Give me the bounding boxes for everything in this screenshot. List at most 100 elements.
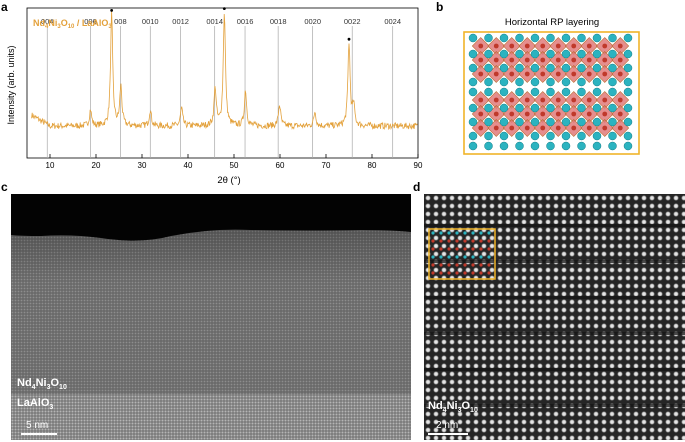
ni-atom [478,125,484,131]
nd-atom [468,33,478,43]
ni-atom [524,111,530,117]
x-axis-label: 2θ (°) [217,175,240,185]
ni-atom [617,111,623,117]
ni-atom [478,71,484,77]
structure-title: Horizontal RP layering [505,17,599,28]
nd-atom [499,87,509,97]
overlay-atom [463,255,467,259]
ni-atom [555,111,561,117]
ni-atom [478,111,484,117]
nd-atom [546,49,555,59]
rp-fault-band [424,224,685,227]
overlay-atom [487,263,491,267]
nd-atom [499,77,509,87]
overlay-atom [447,239,451,243]
xrd-curve-group [31,7,418,131]
nd-atom [468,63,478,73]
x-tick-label: 60 [276,161,285,170]
overlay-atom [447,263,451,267]
nd-atom [484,117,493,127]
overlay-atom [431,247,435,251]
ni-atom [571,43,577,49]
nd-atom [515,77,524,87]
ni-atom [493,71,499,77]
overlay-atom [487,271,491,275]
ni-atom [478,97,484,103]
reflection-label: 0020 [304,17,321,26]
structure-atoms [468,33,633,151]
stem-c-scalebar [21,433,57,435]
nd-atom [608,63,617,73]
ni-atom [602,43,608,49]
nd-atom [608,141,617,151]
ni-atom [493,43,499,49]
nd-atom [484,103,493,113]
nd-atom [484,49,493,59]
overlay-atom [463,263,467,267]
nd-atom [561,87,571,97]
ni-atom [555,125,561,131]
nd-atom [499,141,509,151]
overlay-atom [463,239,467,243]
nd-atom [623,103,633,113]
ni-atom [586,57,592,63]
nd-atom [484,33,493,43]
ni-atom [524,43,530,49]
overlay-atom [471,247,475,251]
reflection-label: 0018 [270,17,287,26]
nd-atom [530,49,540,59]
nd-atom [561,131,571,141]
nd-atom [530,77,540,87]
ni-atom [555,57,561,63]
stem-c-canvas [11,194,411,440]
ni-atom [555,97,561,103]
nd-atom [561,49,571,59]
overlay-atom [447,247,451,251]
overlay-atom [447,231,451,235]
rp-fault-band [424,332,685,335]
ni-atom [602,71,608,77]
x-tick-label: 20 [92,161,101,170]
panel-letter-d: d [413,180,421,194]
nd-atom [468,77,478,87]
nd-atom [561,33,571,43]
nd-atom [577,49,586,59]
nd-atom [592,131,602,141]
overlay-atom [455,271,459,275]
panel-letter-c: c [1,180,8,194]
reflection-label: 0012 [172,17,189,26]
nd-atom [499,63,509,73]
overlay-atom [479,271,483,275]
nd-atom [515,87,524,97]
ni-atom [509,43,515,49]
overlay-atom [479,231,483,235]
overlay-atom [487,239,491,243]
nd-atom [623,63,633,73]
ni-atom [524,125,530,131]
stem-d-scale-text: 2 nm [436,420,459,431]
stem-c-scale-text: 5 nm [26,420,49,431]
nd-atom [468,103,478,113]
stem-d-scalebar [428,433,468,435]
overlay-atom [431,231,435,235]
reflection-lines: 004 006 008 0010 0012 0014 0016 0018 0020 0022 002… [41,17,401,158]
ni-atom [509,71,515,77]
ni-atom [555,43,561,49]
rp-fault-band [424,260,685,263]
ni-atom [540,125,546,131]
reflection-label: 006 [84,17,97,26]
overlay-atom [463,231,467,235]
overlay-atom [463,247,467,251]
nd-atom [608,49,617,59]
x-tick-label: 70 [322,161,331,170]
overlay-atom [439,271,443,275]
reflection-label: 004 [41,17,54,26]
nd-atom [592,87,602,97]
x-tick-label: 40 [184,161,193,170]
ni-atom [586,43,592,49]
xrd-curve [31,11,418,131]
stem-image-d: Nd4Ni3O10 2 nm [424,194,685,440]
x-tick-label: 80 [368,161,377,170]
overlay-atom [455,231,459,235]
nd-atom [577,141,586,151]
